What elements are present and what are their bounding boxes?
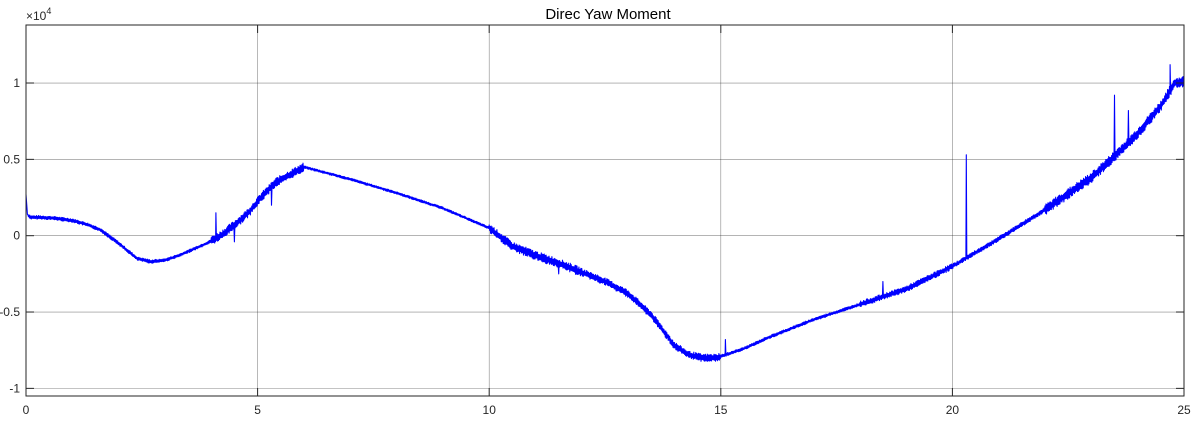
y-tick-label: -0.5 bbox=[0, 305, 20, 319]
x-tick-label: 0 bbox=[23, 403, 30, 417]
y-exponent-power: 4 bbox=[46, 6, 51, 16]
y-exponent-label: ×104 bbox=[26, 6, 51, 23]
series-layer bbox=[25, 64, 1185, 362]
y-exponent-base: ×10 bbox=[26, 9, 47, 23]
x-tick-label: 15 bbox=[714, 403, 728, 417]
x-tick-label: 5 bbox=[254, 403, 261, 417]
x-tick-label: 20 bbox=[946, 403, 960, 417]
chart-title: Direc Yaw Moment bbox=[545, 6, 671, 23]
x-tick-label: 25 bbox=[1177, 403, 1191, 417]
grid-lines bbox=[25, 25, 1185, 396]
y-tick-label: -1 bbox=[9, 381, 20, 395]
x-axis: 0 5 10 15 20 25 bbox=[23, 25, 1191, 417]
plot-area-frame bbox=[25, 24, 1185, 397]
y-tick-label: 1 bbox=[13, 76, 20, 90]
y-tick-label: 0 bbox=[13, 229, 20, 243]
series-line bbox=[25, 64, 1185, 362]
x-tick-label: 10 bbox=[483, 403, 497, 417]
y-tick-label: 0.5 bbox=[3, 152, 20, 166]
y-axis: -1 -0.5 0 0.5 1 bbox=[0, 76, 1184, 395]
